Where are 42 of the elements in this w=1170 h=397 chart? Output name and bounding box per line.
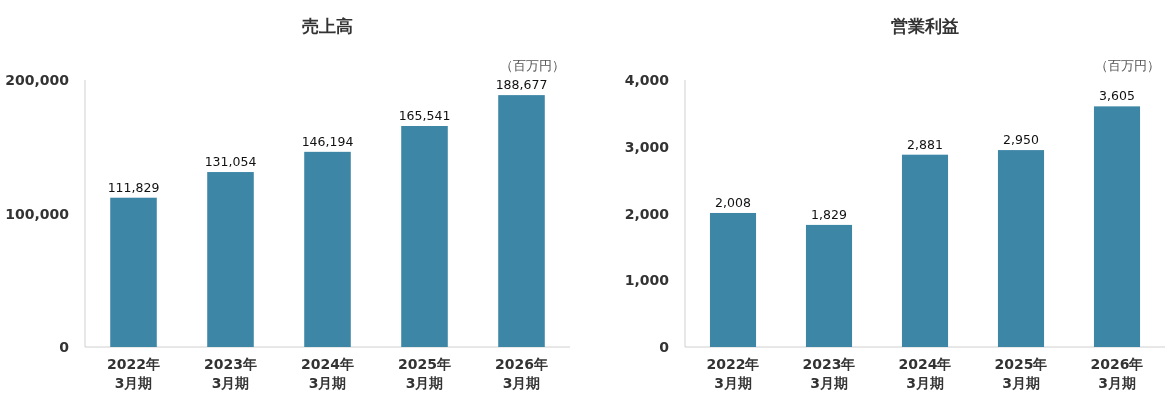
y-tick-label: 0 (659, 339, 670, 355)
y-tick-label: 0 (59, 339, 70, 355)
x-tick-label: 2023年 3月期 (204, 356, 257, 391)
x-tick-label: 2024年 3月期 (898, 356, 952, 391)
chart-title: 営業利益 (891, 16, 959, 36)
bar (805, 224, 853, 347)
bar (709, 212, 757, 347)
data-label: 2,008 (715, 194, 751, 210)
data-label: 165,541 (398, 108, 451, 123)
data-label: 146,194 (301, 133, 354, 149)
text: （百万円） (500, 58, 565, 73)
bar (110, 197, 157, 347)
data-label: 1,829 (811, 206, 847, 222)
y-tick-label: 4,000 (624, 72, 670, 88)
bar (498, 95, 545, 347)
data-label: 111,829 (107, 179, 160, 195)
text: （百万円） (1095, 58, 1160, 73)
x-tick-label: 2024年 3月期 (301, 356, 354, 391)
y-tick-label: 1,000 (624, 272, 670, 289)
x-tick-label: 2022年 3月期 (706, 356, 760, 391)
bar (901, 154, 949, 347)
y-tick-label: 100,000 (5, 205, 70, 222)
bar (1093, 106, 1141, 347)
x-tick-label: 2022年 3月期 (107, 356, 160, 391)
x-tick-label: 2025年 3月期 (398, 356, 451, 391)
y-tick-label: 2,000 (624, 205, 670, 222)
bar (401, 126, 448, 347)
data-label: 131,054 (204, 154, 257, 170)
x-tick-label: 2026年 3月期 (495, 356, 548, 391)
data-label: 2,881 (907, 136, 943, 152)
y-tick-label: 3,000 (624, 138, 670, 155)
data-label: 2,950 (1003, 132, 1039, 148)
y-tick-label: 200,000 (5, 72, 70, 88)
x-tick-label: 2023年 3月期 (802, 356, 856, 391)
bar (304, 151, 351, 347)
data-label: 3,605 (1099, 88, 1135, 104)
bar (997, 150, 1045, 347)
bar (207, 172, 254, 347)
data-label: 188,677 (495, 77, 548, 93)
x-tick-label: 2026年 3月期 (1090, 356, 1144, 391)
chart-title: 売上高 (302, 16, 353, 36)
x-tick-label: 2025年 3月期 (994, 356, 1048, 391)
